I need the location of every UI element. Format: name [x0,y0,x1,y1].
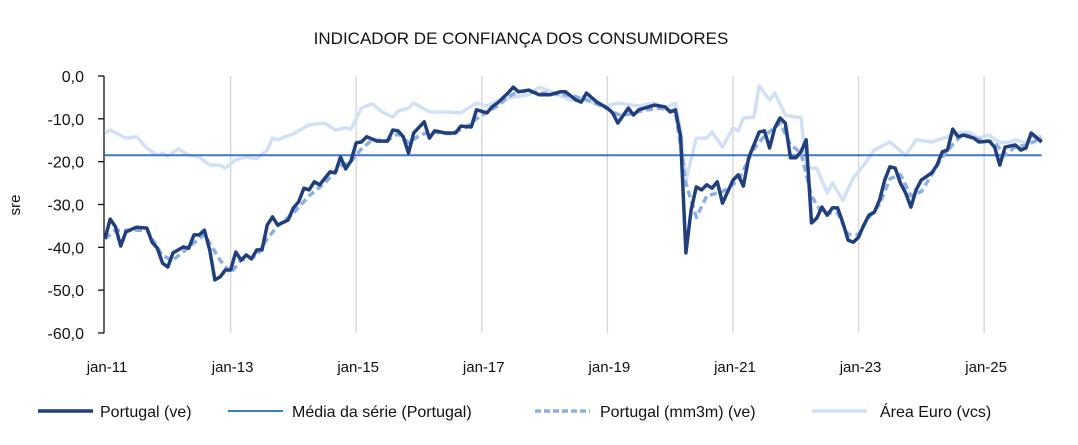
x-tick-label: jan-17 [462,359,505,376]
y-tick-label: -50,0 [48,283,85,300]
y-tick-label: -30,0 [48,198,85,215]
series-line-portugal [103,85,1043,282]
y-tick-label: -60,0 [48,326,85,343]
x-tick-label: jan-11 [86,359,128,376]
x-tick-label: jan-15 [336,359,379,376]
legend: Portugal (ve) Média da série (Portugal) Po… [38,402,991,421]
x-tick-label: jan-25 [964,359,1007,376]
y-tick-label: 0,0 [62,69,84,86]
legend-label: Área Euro (vcs) [880,402,991,421]
x-tick-label: jan-13 [211,359,254,376]
x-tick-label: jan-19 [588,359,631,376]
y-tick-label: -10,0 [48,112,85,129]
legend-label: Portugal (ve) [100,404,192,421]
chart-title: INDICADOR DE CONFIANÇA DOS CONSUMIDORES [314,29,729,48]
legend-label: Portugal (mm3m) (ve) [600,404,756,421]
y-tick-label: -40,0 [48,240,85,257]
x-tick-label: jan-23 [839,359,882,376]
x-tick-label: jan-21 [713,359,756,376]
legend-label: Média da série (Portugal) [292,404,472,421]
y-axis-label: sre [7,195,24,216]
y-tick-label: -20,0 [48,155,85,172]
